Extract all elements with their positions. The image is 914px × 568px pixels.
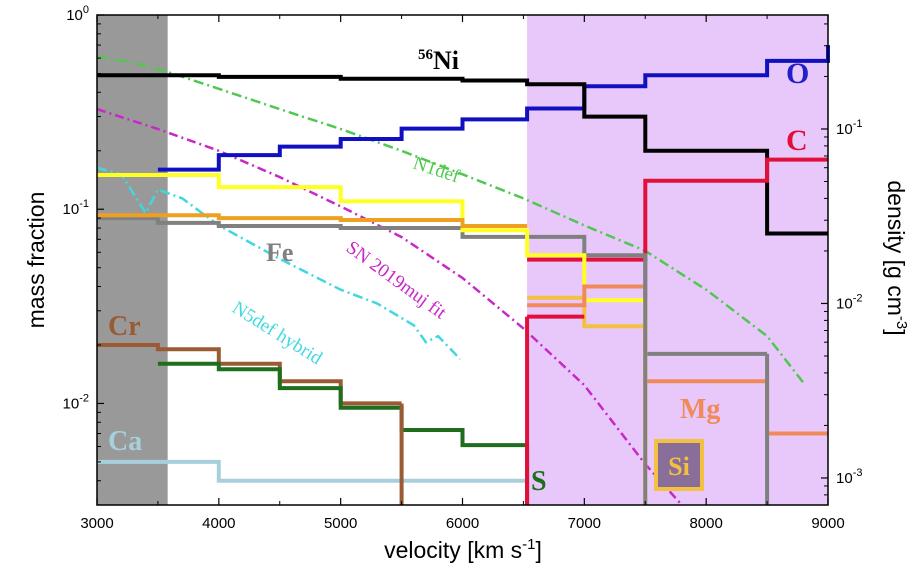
step-si	[527, 295, 646, 329]
step-ime-yellow	[97, 173, 646, 303]
label-mg: Mg	[680, 394, 720, 425]
x-tick-label: 4000	[202, 515, 235, 532]
x-axis-label: velocity [km s-1]	[384, 536, 542, 563]
y2-tick-label: 10-1	[836, 118, 862, 138]
density-n5def-hybrid	[96, 166, 462, 360]
label-fe: Fe	[266, 238, 293, 267]
y2-axis-label: density [g cm-3]	[883, 180, 910, 335]
label-c: C	[786, 124, 808, 157]
x-tick-label: 5000	[324, 515, 357, 532]
label-cr: Cr	[108, 311, 141, 342]
y-tick-label: 10-1	[63, 198, 89, 218]
x-tick-label: 6000	[446, 515, 479, 532]
label-sn2019muj: SN 2019muj fit	[342, 237, 451, 324]
x-tick-label: 7000	[568, 515, 601, 532]
density-sn-2019muj-fit	[96, 107, 683, 506]
label-n5def: N5def hybrid	[228, 297, 326, 369]
y-tick-label: 10-2	[63, 392, 89, 412]
label-n1def: N1def	[410, 153, 462, 188]
y-axis-label: mass fraction	[23, 192, 49, 329]
label-ni56: 56Ni	[418, 46, 459, 75]
y2-tick-label: 10-2	[836, 292, 862, 312]
abundance-steps	[97, 45, 830, 505]
label-si-box	[654, 439, 704, 491]
step-fe	[97, 216, 768, 356]
label-si: Si	[668, 452, 690, 481]
label-ca: Ca	[108, 426, 142, 457]
x-tick-label: 8000	[689, 515, 722, 532]
x-tick-label: 3000	[80, 515, 113, 532]
axes: 3000 4000 5000 6000 7000 8000 9000 100 10-1 10-2 1…	[63, 4, 863, 532]
label-s: S	[531, 466, 547, 497]
step-56ni	[97, 73, 828, 236]
y2-tick-label: 10-3	[836, 467, 862, 487]
x-tick-label: 9000	[811, 515, 844, 532]
step-ime-orange	[97, 213, 528, 228]
step-s-green	[157, 361, 528, 448]
step-c	[527, 157, 828, 262]
label-o: O	[786, 57, 809, 90]
shaded-region-0	[97, 15, 168, 505]
step-ca	[97, 459, 528, 483]
y-tick-label: 100	[66, 4, 89, 24]
step-o	[157, 45, 830, 172]
